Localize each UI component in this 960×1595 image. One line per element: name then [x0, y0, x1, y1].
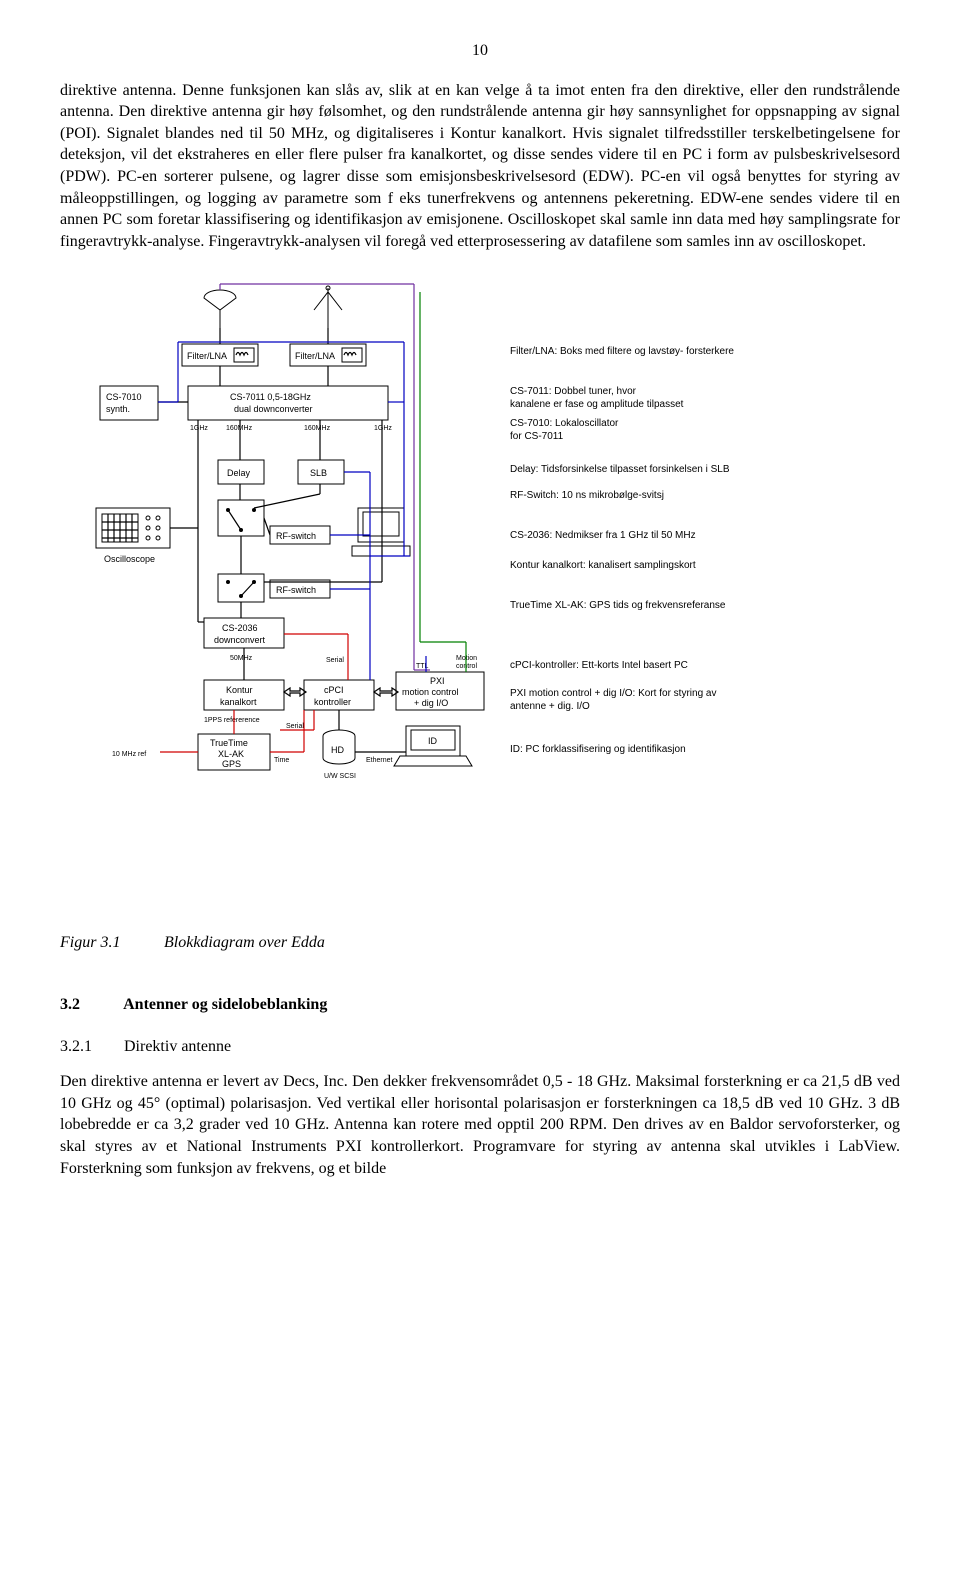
section-num: 3.2 — [60, 994, 120, 1016]
legend-cpci: cPCI-kontroller: Ett-korts Intel basert … — [510, 660, 688, 671]
legend-kontur: Kontur kanalkort: kanalisert samplingsko… — [510, 560, 696, 571]
port-1ghz-b: 1GHz — [374, 425, 392, 432]
serial-2-label: Serial — [286, 723, 304, 730]
legend-rfswitch: RF-Switch: 10 ns mikrobølge-svitsj — [510, 490, 664, 501]
port-50mhz: 50MHz — [230, 655, 253, 662]
port-160mhz-a: 160MHz — [226, 425, 253, 432]
rfswitch-1-label: RF-switch — [276, 531, 316, 541]
figure-text: Blokkdiagram over Edda — [164, 934, 325, 951]
truetime-label-line1: TrueTime — [210, 738, 248, 748]
slb-label: SLB — [310, 468, 327, 478]
ethernet-label: Ethernet — [366, 757, 393, 764]
truetime-label-line2: XL-AK — [218, 749, 244, 759]
truetime-label-line3: GPS — [222, 759, 241, 769]
antenna-left-icon — [204, 290, 236, 328]
section-title: Antenner og sidelobeblanking — [123, 996, 327, 1013]
legend-cs7011-line2: kanalene er fase og amplitude tilpasset — [510, 399, 684, 410]
legend-pxi-line2: antenne + dig. I/O — [510, 701, 590, 712]
delay-label: Delay — [227, 468, 251, 478]
antenna-right-icon — [314, 286, 342, 328]
cs7011-label-line2: dual downconverter — [234, 404, 313, 414]
port-160mhz-b: 160MHz — [304, 425, 331, 432]
legend-truetime: TrueTime XL-AK: GPS tids og frekvensrefe… — [510, 600, 726, 611]
cs2036-label-line2: downconvert — [214, 635, 266, 645]
serial-1-label: Serial — [326, 657, 344, 664]
block-diagram: Filter/LNA Filter/LNA CS-7010 synth. CS-… — [60, 282, 900, 902]
filter-lna-right-label: Filter/LNA — [295, 351, 335, 361]
legend-delay: Delay: Tidsforsinkelse tilpasset forsink… — [510, 464, 730, 475]
rfswitch-2-label: RF-switch — [276, 585, 316, 595]
cs7011-label-line1: CS-7011 0,5-18GHz — [230, 392, 311, 402]
pxi-label-line2: motion control — [402, 687, 459, 697]
cs7010-label-line2: synth. — [106, 404, 130, 414]
body-paragraph: direktive antenna. Denne funksjonen kan … — [60, 80, 900, 253]
rfswitch-2-icon — [218, 574, 264, 602]
page-number: 10 — [60, 40, 900, 62]
ttl-label: TTL — [416, 663, 429, 670]
figure-label: Figur 3.1 — [60, 932, 160, 954]
legend-filter-lna: Filter/LNA: Boks med filtere og lavstøy-… — [510, 346, 734, 357]
rfswitch-1 — [218, 500, 264, 536]
bus-arrow-2-icon — [374, 688, 398, 696]
bus-arrow-icon — [284, 688, 306, 696]
oscilloscope-icon — [96, 508, 170, 548]
subsection-heading: 3.2.1 Direktiv antenne — [60, 1036, 900, 1058]
laptop-id-icon: ID — [394, 726, 472, 766]
block-diagram-svg: Filter/LNA Filter/LNA CS-7010 synth. CS-… — [60, 282, 900, 902]
kontur-label-line1: Kontur — [226, 685, 253, 695]
time-label: Time — [274, 757, 289, 764]
section-heading: 3.2 Antenner og sidelobeblanking — [60, 994, 900, 1016]
svg-text:HD: HD — [331, 745, 344, 755]
section-body: Den direktive antenna er levert av Decs,… — [60, 1071, 900, 1179]
pps-label: 1PPS refererence — [204, 717, 260, 724]
oscilloscope-label: Oscilloscope — [104, 554, 155, 564]
cpci-label-line1: cPCI — [324, 685, 344, 695]
legend-cs7010-line2: for CS-7011 — [510, 431, 564, 442]
subsection-title: Direktiv antenne — [124, 1038, 231, 1055]
kontur-label-line2: kanalkort — [220, 697, 257, 707]
pxi-label-line3: + dig I/O — [414, 698, 448, 708]
svg-text:ID: ID — [428, 736, 438, 746]
computer-icon-1 — [352, 508, 410, 556]
legend-cs2036: CS-2036: Nedmikser fra 1 GHz til 50 MHz — [510, 530, 696, 541]
cs7010-label-line1: CS-7010 — [106, 392, 142, 402]
legend-pxi-line1: PXI motion control + dig I/O: Kort for s… — [510, 688, 716, 699]
pxi-label-line1: PXI — [430, 676, 445, 686]
filter-lna-left-label: Filter/LNA — [187, 351, 227, 361]
uwscsi-label: U/W SCSI — [324, 773, 356, 780]
cs2036-label-line1: CS-2036 — [222, 623, 258, 633]
figure-caption: Figur 3.1 Blokkdiagram over Edda — [60, 932, 900, 954]
hd-icon: HD — [323, 730, 355, 764]
motion-label-line2: control — [456, 663, 477, 670]
legend-cs7011-line1: CS-7011: Dobbel tuner, hvor — [510, 386, 637, 397]
legend-id: ID: PC forklassifisering og identifikasj… — [510, 744, 686, 755]
subsection-num: 3.2.1 — [60, 1036, 120, 1058]
port-1ghz-a: 1GHz — [190, 425, 208, 432]
legend-cs7010-line1: CS-7010: Lokaloscillator — [510, 418, 619, 429]
cpci-label-line2: kontroller — [314, 697, 351, 707]
tenmhz-label: 10 MHz ref — [112, 751, 146, 758]
